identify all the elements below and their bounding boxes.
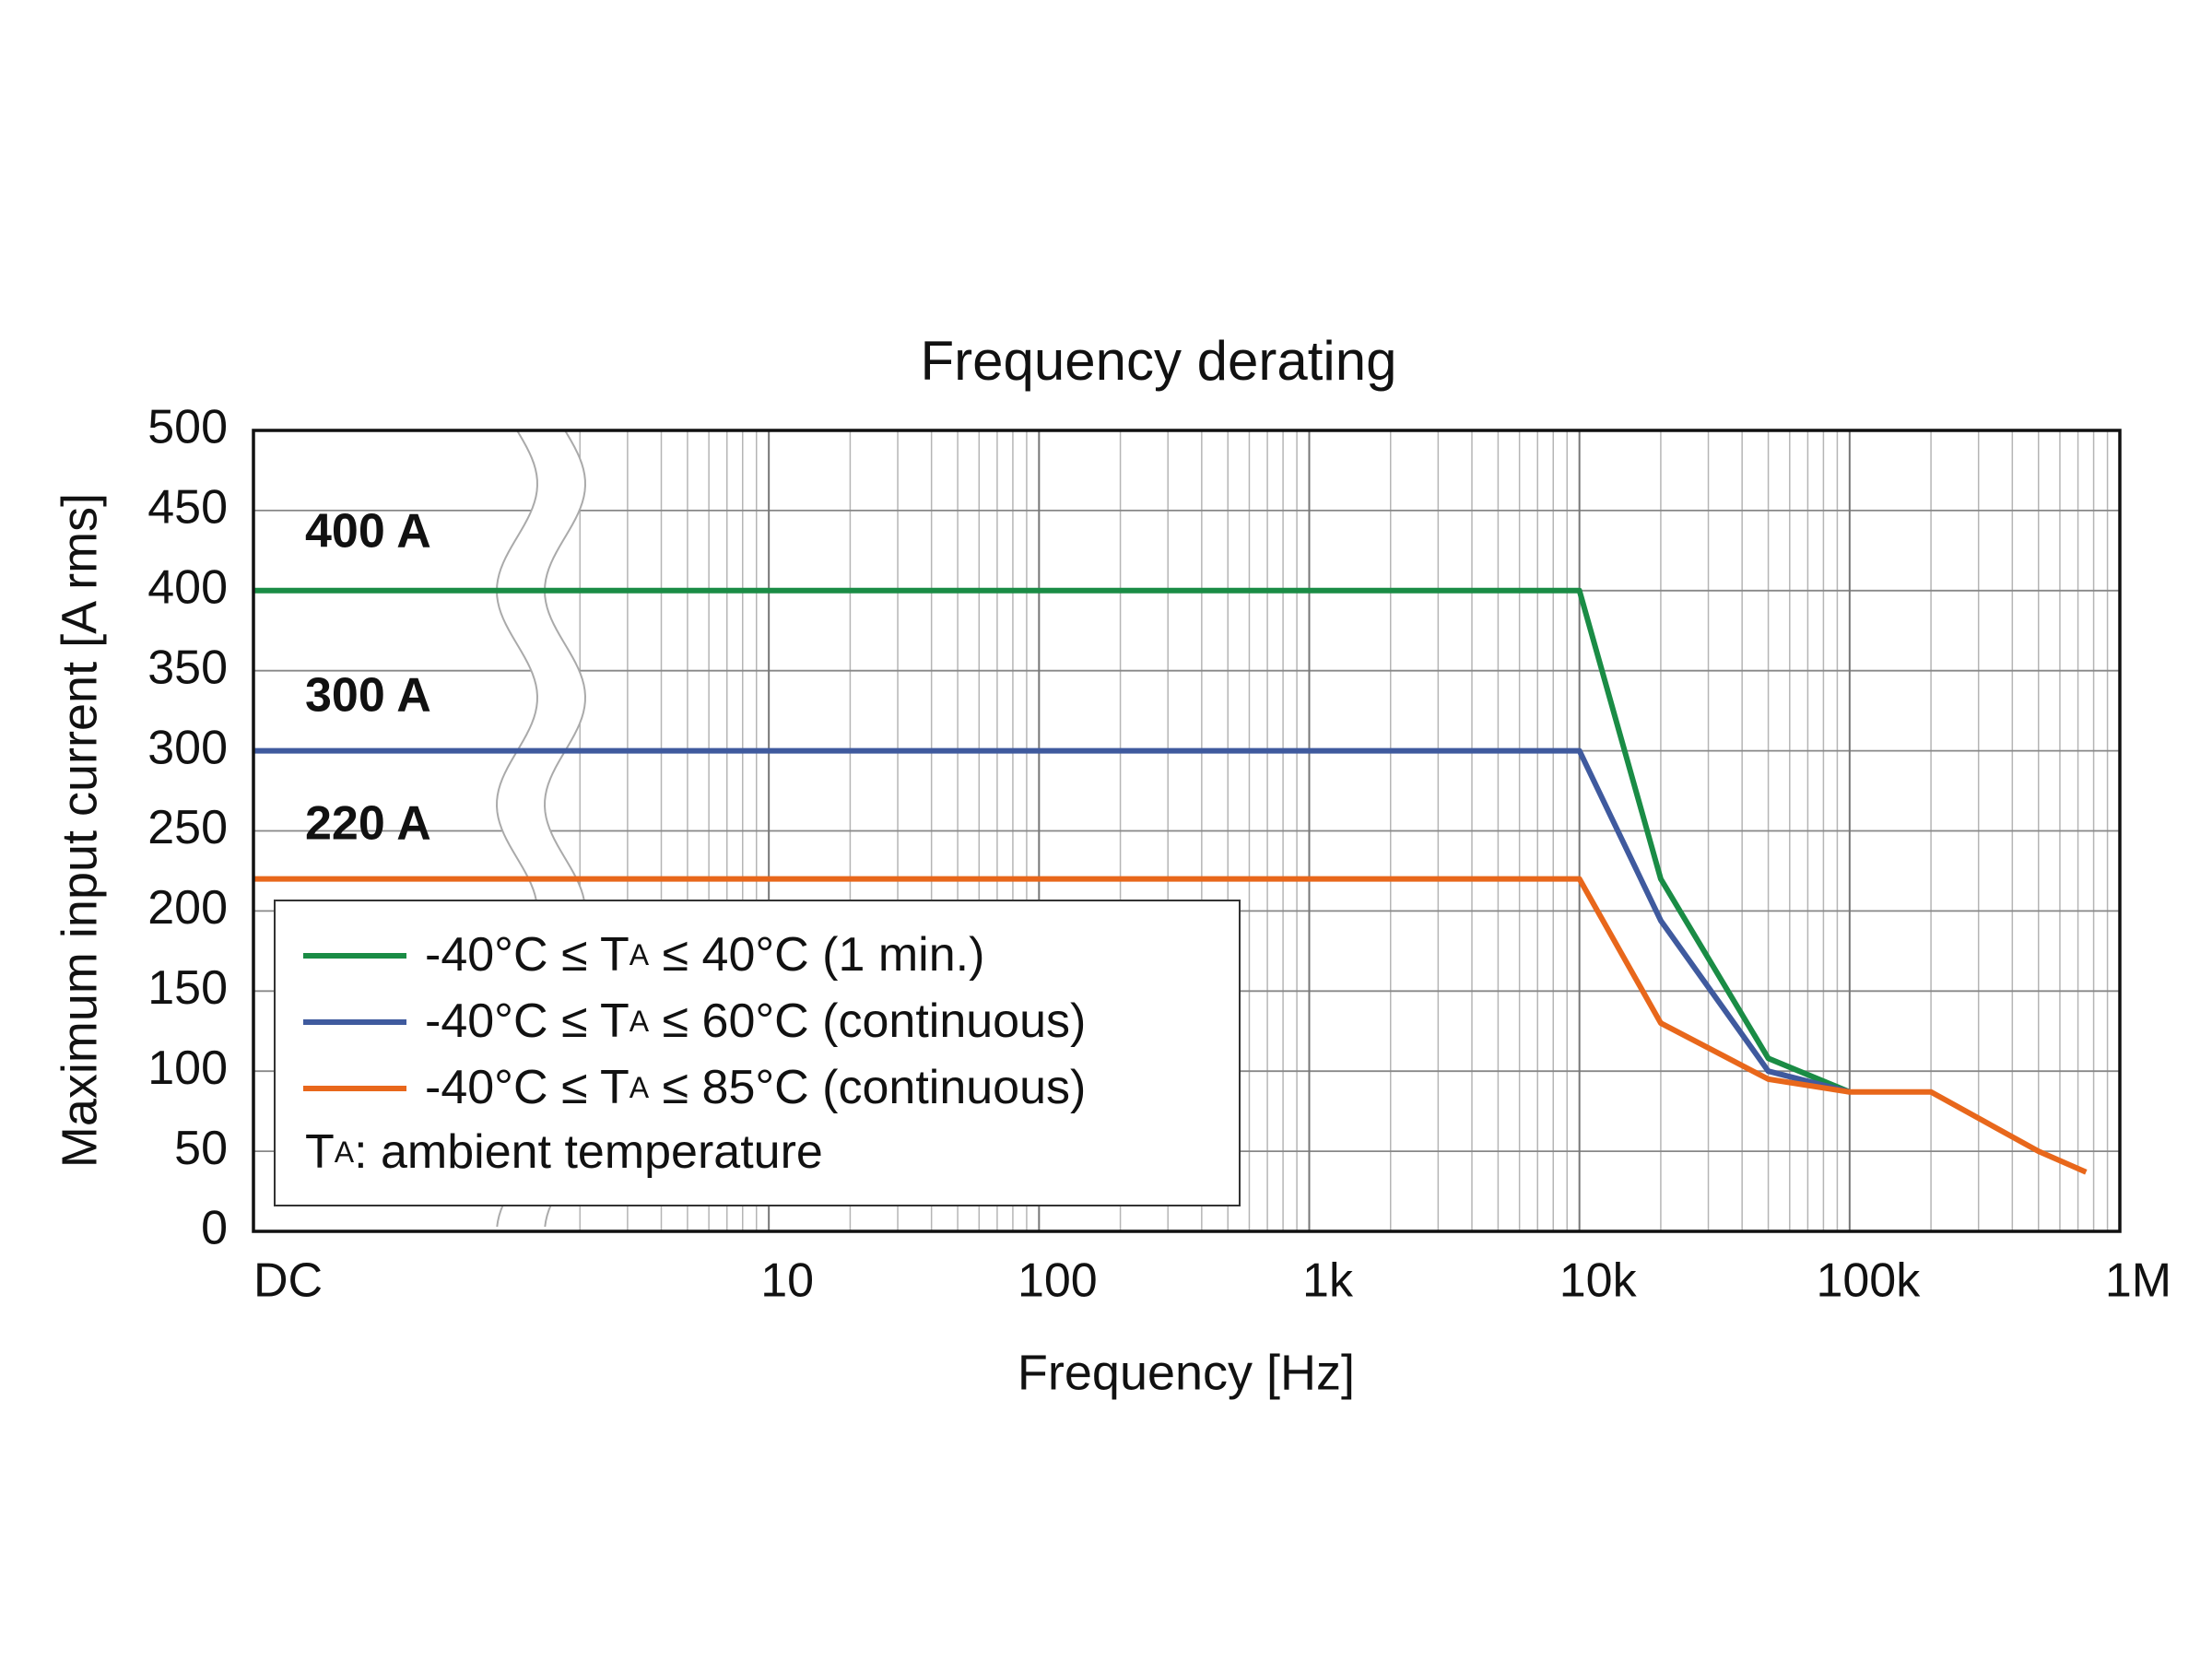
x-tick-label: 100 [1018,1254,1098,1308]
legend-note: TA: ambient temperature [305,1125,823,1179]
series-line [253,876,2088,1175]
annotation: 220 A [305,797,431,851]
x-tick-label: DC [253,1254,323,1308]
y-tick-label: 500 [147,401,228,454]
legend-box [274,900,1241,1206]
y-axis-title: Maximum input current [A rms] [52,493,107,1168]
chart-title: Frequency derating [921,330,1397,392]
annotation: 400 A [305,505,431,559]
x-tick-label: 1M [2105,1254,2171,1308]
legend: -40°C ≤ TA ≤ 40°C (1 min.) -40°C ≤ TA ≤ 6… [274,900,1241,1206]
series-line [253,587,1851,1095]
annotation: 300 A [305,669,431,723]
legend-label: -40°C ≤ TA ≤ 60°C (continuous) [425,994,1086,1048]
y-tick-label: 0 [201,1202,228,1255]
y-tick-label: 50 [174,1122,228,1175]
series-line [253,747,1851,1095]
y-tick-label: 300 [147,721,228,774]
y-tick-label: 250 [147,801,228,854]
y-tick-label: 100 [147,1041,228,1095]
legend-label: -40°C ≤ TA ≤ 85°C (continuous) [425,1061,1086,1114]
x-tick-label: 100k [1816,1254,1921,1308]
y-tick-label: 350 [147,641,228,694]
legend-label: -40°C ≤ TA ≤ 40°C (1 min.) [425,928,984,982]
x-tick-label: 10k [1559,1254,1638,1308]
x-tick-label: 10 [760,1254,814,1308]
x-tick-label: 1k [1302,1254,1354,1308]
y-tick-label: 400 [147,561,228,615]
plot-frame [252,429,2122,1233]
y-tick-label: 200 [147,881,228,935]
y-tick-label: 450 [147,481,228,535]
x-axis-title: Frequency [Hz] [1018,1345,1355,1400]
y-tick-label: 150 [147,961,228,1015]
